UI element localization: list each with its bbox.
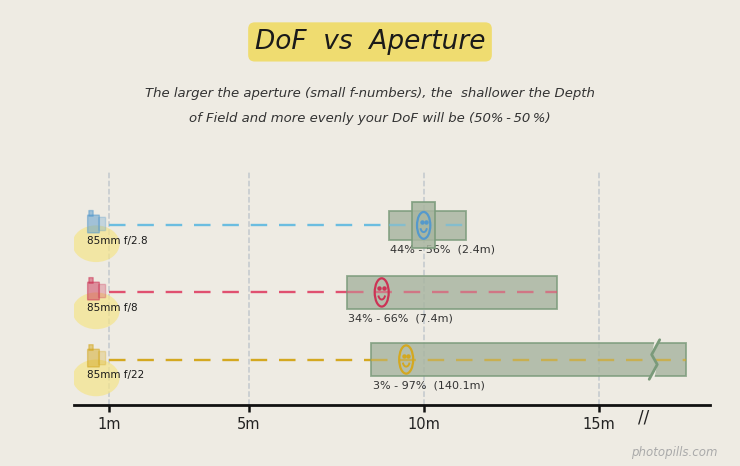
Text: 85mm f/2.8: 85mm f/2.8: [87, 236, 147, 246]
FancyBboxPatch shape: [89, 211, 93, 216]
FancyBboxPatch shape: [87, 282, 99, 300]
FancyBboxPatch shape: [89, 345, 93, 350]
FancyBboxPatch shape: [412, 202, 435, 248]
Text: of Field and more evenly your DoF will be (50% - 50 %): of Field and more evenly your DoF will b…: [189, 112, 551, 125]
FancyBboxPatch shape: [371, 343, 686, 377]
Text: 3% - 97%  (140.1m): 3% - 97% (140.1m): [373, 381, 485, 391]
FancyBboxPatch shape: [87, 215, 99, 233]
FancyBboxPatch shape: [89, 278, 93, 283]
Text: //: //: [639, 409, 650, 427]
FancyBboxPatch shape: [347, 275, 556, 309]
Ellipse shape: [73, 293, 120, 329]
Text: 44% - 56%  (2.4m): 44% - 56% (2.4m): [391, 245, 496, 254]
FancyBboxPatch shape: [98, 217, 106, 231]
FancyBboxPatch shape: [388, 211, 465, 240]
Ellipse shape: [73, 226, 120, 262]
Ellipse shape: [73, 360, 120, 396]
Polygon shape: [652, 340, 659, 355]
Text: 85mm f/22: 85mm f/22: [87, 370, 144, 380]
FancyBboxPatch shape: [98, 284, 106, 298]
Text: photopills.com: photopills.com: [631, 446, 718, 459]
Polygon shape: [649, 364, 657, 379]
Text: The larger the aperture (small f-numbers), the  shallower the Depth: The larger the aperture (small f-numbers…: [145, 87, 595, 100]
Text: 85mm f/8: 85mm f/8: [87, 303, 138, 313]
FancyBboxPatch shape: [98, 351, 106, 365]
Text: DoF  vs  Aperture: DoF vs Aperture: [255, 29, 485, 55]
Text: 34% - 66%  (7.4m): 34% - 66% (7.4m): [349, 314, 454, 323]
FancyBboxPatch shape: [87, 349, 99, 367]
